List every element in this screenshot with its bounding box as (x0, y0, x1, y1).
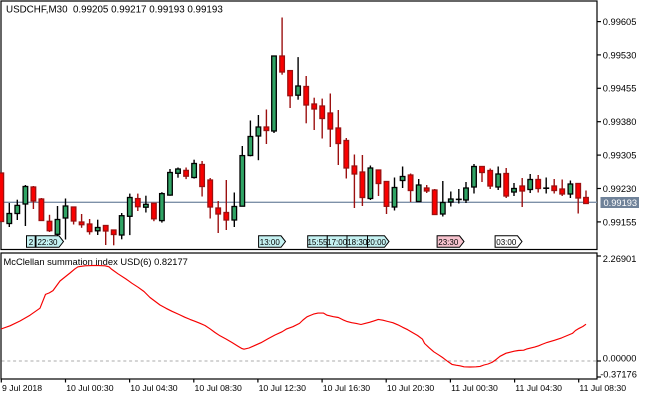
svg-text:0.99455: 0.99455 (603, 84, 637, 94)
svg-text:20:00: 20:00 (366, 238, 387, 247)
svg-text:11 Jul 04:30: 11 Jul 04:30 (515, 383, 562, 393)
svg-text:0.99230: 0.99230 (603, 184, 637, 194)
svg-text:23:30: 23:30 (438, 238, 459, 247)
svg-text:15:55: 15:55 (307, 238, 328, 247)
svg-text:10 Jul 12:30: 10 Jul 12:30 (259, 383, 307, 393)
svg-text:-0.37176: -0.37176 (600, 370, 637, 380)
svg-text:0.99605: 0.99605 (603, 17, 637, 27)
svg-text:2.26901: 2.26901 (603, 254, 637, 264)
svg-text:11 Jul 08:30: 11 Jul 08:30 (579, 383, 626, 393)
svg-text:0.99155: 0.99155 (603, 217, 637, 227)
svg-text:03:00: 03:00 (496, 238, 517, 247)
svg-text:10 Jul 20:30: 10 Jul 20:30 (387, 383, 435, 393)
svg-text:USDCHF,M30 0.99205 0.99217 0.: USDCHF,M30 0.99205 0.99217 0.99193 0.991… (6, 5, 223, 16)
svg-text:2: 2 (29, 238, 34, 247)
svg-text:18:30: 18:30 (347, 238, 368, 247)
svg-text:10 Jul 16:30: 10 Jul 16:30 (323, 383, 371, 393)
svg-text:11 Jul 00:30: 11 Jul 00:30 (451, 383, 498, 393)
svg-text:10 Jul 00:30: 10 Jul 00:30 (66, 383, 114, 393)
svg-text:10 Jul 04:30: 10 Jul 04:30 (130, 383, 178, 393)
svg-text:McClellan summation index USD(: McClellan summation index USD(6) 0.82177 (4, 257, 188, 267)
svg-text:0.99305: 0.99305 (603, 151, 637, 161)
svg-text:17:00: 17:00 (327, 238, 348, 247)
svg-text:9 Jul 2018: 9 Jul 2018 (2, 383, 42, 393)
svg-text:0.99380: 0.99380 (603, 117, 637, 127)
svg-text:0.99193: 0.99193 (604, 198, 638, 208)
svg-text:10 Jul 08:30: 10 Jul 08:30 (195, 383, 243, 393)
svg-text:0.00000: 0.00000 (603, 354, 637, 364)
svg-text:13:00: 13:00 (260, 238, 281, 247)
svg-text:22:30: 22:30 (37, 238, 58, 247)
svg-text:0.99530: 0.99530 (603, 50, 637, 60)
